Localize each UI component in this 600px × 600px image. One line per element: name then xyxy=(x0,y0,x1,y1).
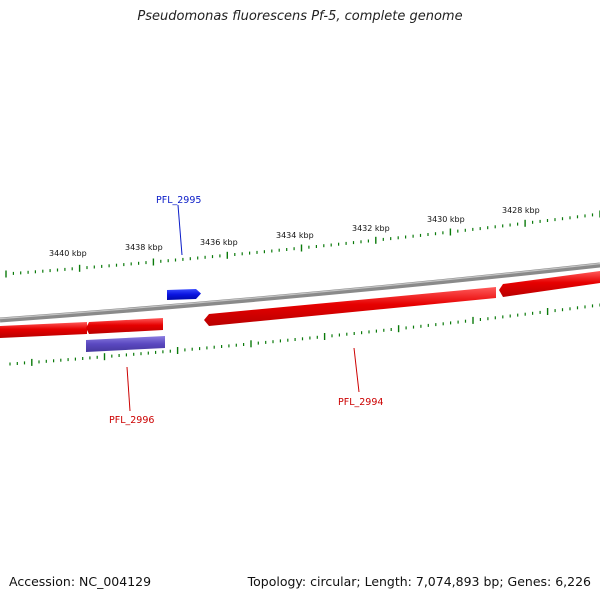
leader-line-pfl-2994 xyxy=(353,347,360,393)
scale-label-3434: 3434 kbp xyxy=(276,231,314,240)
genome-backbone-highlight xyxy=(0,263,600,320)
scale-labels: 3440 kbp 3438 kbp 3436 kbp 3434 kbp 3432… xyxy=(49,206,540,258)
feature-right-reverse[interactable] xyxy=(499,271,600,297)
feature-left-reverse[interactable] xyxy=(0,322,87,338)
scale-label-3436: 3436 kbp xyxy=(200,238,238,247)
feature-pfl-2996-reverse[interactable] xyxy=(86,318,163,334)
scale-label-3430: 3430 kbp xyxy=(427,215,465,224)
scale-label-3438: 3438 kbp xyxy=(125,243,163,252)
accession-text: Accession: NC_004129 xyxy=(9,574,152,589)
scale-label-3432: 3432 kbp xyxy=(352,224,390,233)
feature-pfl-2996-rna[interactable] xyxy=(86,336,165,352)
scale-label-3440: 3440 kbp xyxy=(49,249,87,258)
gene-label-pfl-2995[interactable]: PFL_2995 xyxy=(156,195,201,206)
leader-line-pfl-2996 xyxy=(126,366,131,412)
gene-label-pfl-2994[interactable]: PFL_2994 xyxy=(338,397,383,408)
map-title: Pseudomonas fluorescens Pf-5, complete g… xyxy=(137,9,463,24)
feature-pfl-2995[interactable] xyxy=(167,289,201,300)
gene-label-pfl-2996[interactable]: PFL_2996 xyxy=(109,415,154,426)
genome-backbone xyxy=(0,262,600,323)
inner-scale-ruler xyxy=(9,303,600,366)
genome-summary-text: Topology: circular; Length: 7,074,893 bp… xyxy=(247,574,591,589)
feature-pfl-2994[interactable] xyxy=(204,287,496,326)
leader-line-pfl-2995 xyxy=(177,204,183,256)
outer-scale-ruler xyxy=(5,210,600,278)
scale-label-3428: 3428 kbp xyxy=(502,206,540,215)
